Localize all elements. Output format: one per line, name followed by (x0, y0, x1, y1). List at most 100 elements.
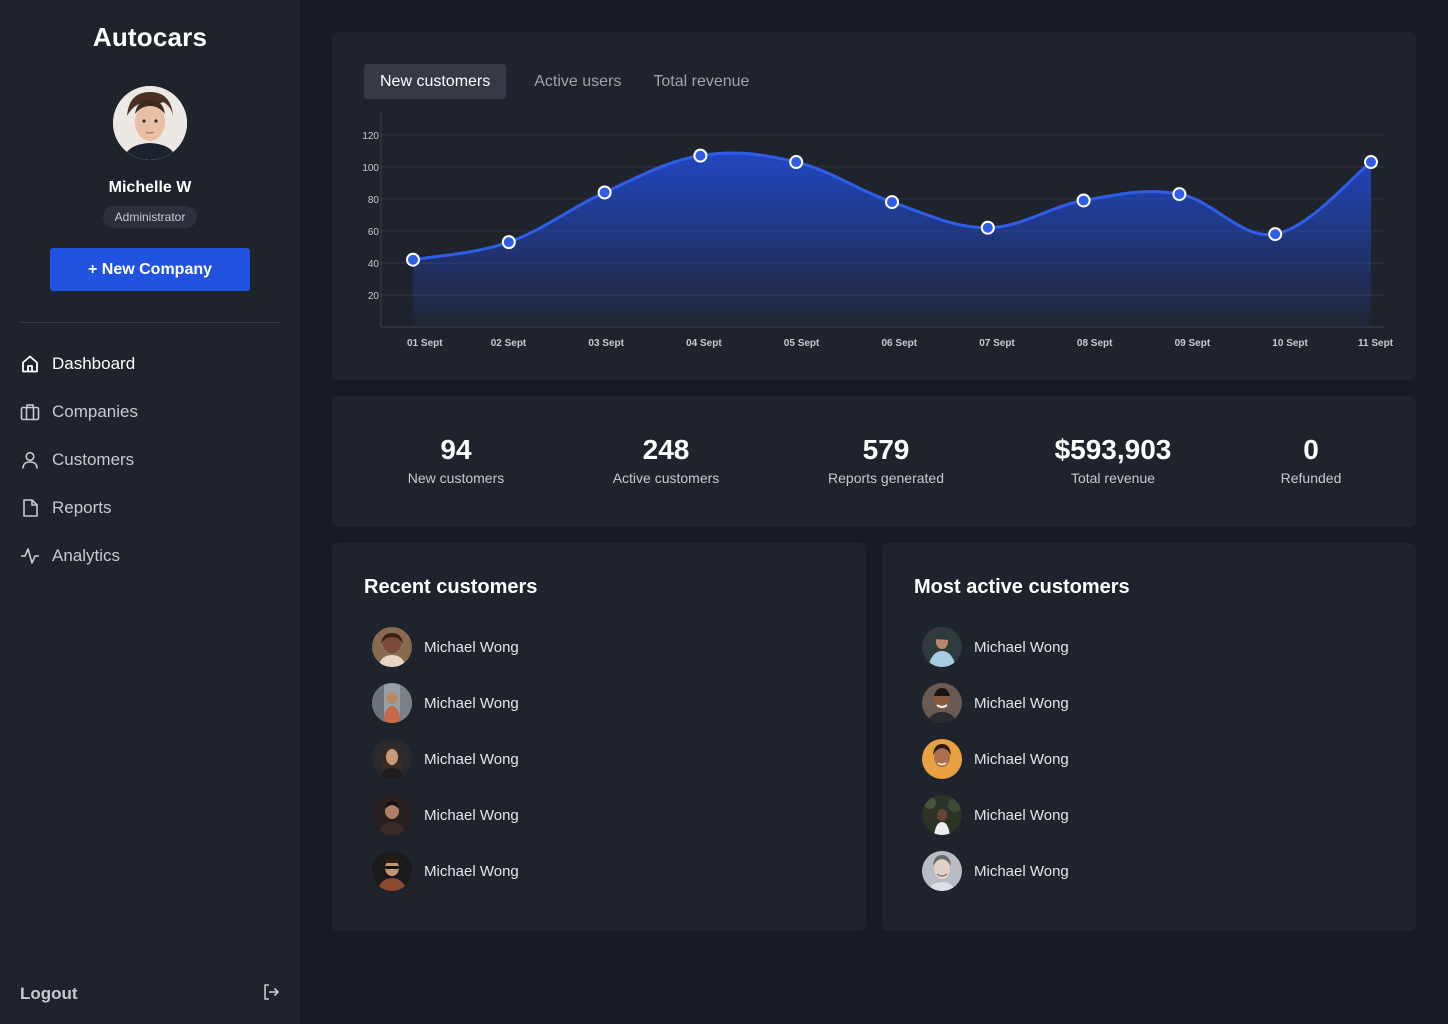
data-point (501, 235, 516, 250)
avatar (922, 627, 962, 667)
nav-label: Dashboard (52, 354, 136, 373)
brand-logo: Autocars (92, 22, 208, 52)
nav-item-companies[interactable]: Companies (20, 392, 280, 432)
nav-item-customers[interactable]: Customers (20, 440, 280, 480)
y-tick-label: 80 (368, 195, 380, 206)
chart-tabs: New customers Active users Total revenue (364, 64, 765, 99)
data-point (1364, 155, 1378, 170)
sidebar-divider (20, 322, 280, 323)
customer-name: Michael Wong (424, 862, 519, 880)
x-tick-label: 08 Sept (1077, 338, 1113, 349)
stat-label: Active customers (612, 470, 720, 486)
stat-active-customers: 248 Active customers (556, 434, 776, 486)
y-tick-label: 60 (368, 227, 380, 238)
list-item[interactable]: Michael Wong (922, 739, 1069, 779)
customer-name: Michael Wong (974, 694, 1069, 712)
customer-name: Michael Wong (424, 750, 519, 768)
stat-label: Reports generated (828, 470, 944, 486)
nav-label: Customers (52, 450, 135, 469)
list-item[interactable]: Michael Wong (372, 851, 519, 891)
tab-total-revenue[interactable]: Total revenue (653, 73, 750, 90)
avatar (922, 851, 962, 891)
data-point (1172, 187, 1187, 202)
y-tick-label: 20 (368, 291, 380, 302)
nav-item-dashboard[interactable]: Dashboard (20, 344, 280, 384)
x-tick-label: 11 Sept (1358, 338, 1394, 349)
data-point (597, 185, 612, 200)
stat-refunded: 0 Refunded (1201, 434, 1421, 486)
stat-value: 579 (862, 434, 910, 465)
stat-new-customers: 94 New customers (346, 434, 566, 486)
stat-total-revenue: $593,903 Total revenue (1003, 434, 1223, 486)
nav-label: Companies (52, 402, 138, 421)
file-icon (20, 498, 40, 518)
list-item[interactable]: Michael Wong (372, 739, 519, 779)
stat-value: 0 (1303, 434, 1319, 465)
recent-customers-list: Michael Wong Michael Wong Michael Wong M… (372, 627, 519, 907)
data-point (885, 195, 899, 210)
logout-label: Logout (20, 984, 78, 1003)
recent-customers-card: Recent customers Michael Wong Michael Wo… (332, 543, 866, 931)
customer-name: Michael Wong (424, 806, 519, 824)
user-icon (20, 450, 40, 470)
active-customers-title: Most active customers (914, 576, 1130, 598)
user-avatar[interactable] (113, 86, 187, 160)
new-customers-chart: 20 40 60 80 100 120 01 Sept 02 Sept 03 Sept 04 Se… (362, 112, 1394, 349)
x-tick-label: 07 Sept (979, 338, 1015, 349)
customer-name: Michael Wong (424, 694, 519, 712)
new-company-button[interactable]: + New Company (50, 248, 250, 291)
logout-button[interactable]: Logout (20, 982, 280, 1006)
stat-label: New customers (407, 470, 505, 486)
activity-icon (20, 546, 40, 566)
x-tick-label: 06 Sept (882, 338, 918, 349)
data-point (406, 252, 420, 267)
recent-customers-title: Recent customers (364, 576, 538, 598)
logout-icon (262, 983, 280, 1006)
list-item[interactable]: Michael Wong (372, 683, 519, 723)
data-point (789, 155, 804, 170)
y-tick-label: 40 (368, 259, 380, 270)
nav-label: Analytics (52, 546, 121, 565)
series-area (413, 153, 1371, 327)
chart-card: 20 40 60 80 100 120 01 Sept 02 Sept 03 Sept 04 Se… (332, 32, 1416, 380)
list-item[interactable]: Michael Wong (922, 851, 1069, 891)
nav-item-analytics[interactable]: Analytics (20, 536, 280, 576)
role-badge: Administrator (103, 206, 197, 228)
customer-name: Michael Wong (974, 750, 1069, 768)
avatar (922, 795, 962, 835)
tab-active-users[interactable]: Active users (534, 73, 622, 90)
nav-item-reports[interactable]: Reports (20, 488, 280, 528)
sidebar-nav: Dashboard Companies Customers (20, 344, 280, 584)
active-customers-card: Most active customers Michael Wong Micha… (882, 543, 1416, 931)
user-name: Michelle W (108, 179, 192, 196)
y-tick-label: 100 (362, 163, 379, 174)
avatar (372, 683, 412, 723)
avatar (922, 739, 962, 779)
x-tick-label: 05 Sept (784, 338, 820, 349)
list-item[interactable]: Michael Wong (372, 627, 519, 667)
x-tick-label: 01 Sept (407, 338, 443, 349)
avatar (372, 795, 412, 835)
list-item[interactable]: Michael Wong (922, 795, 1069, 835)
x-tick-label: 04 Sept (686, 338, 722, 349)
customer-name: Michael Wong (424, 638, 519, 656)
data-point (1076, 193, 1091, 208)
x-tick-label: 09 Sept (1175, 338, 1211, 349)
stat-value: 248 (642, 434, 690, 465)
avatar (372, 627, 412, 667)
stat-value: 94 (440, 434, 472, 465)
x-tick-label: 10 Sept (1272, 338, 1308, 349)
data-point (1268, 227, 1283, 242)
avatar (372, 851, 412, 891)
list-item[interactable]: Michael Wong (922, 683, 1069, 723)
data-point (693, 148, 708, 163)
avatar (372, 739, 412, 779)
active-customers-list: Michael Wong Michael Wong Michael Wong M… (922, 627, 1069, 907)
list-item[interactable]: Michael Wong (372, 795, 519, 835)
avatar (922, 683, 962, 723)
stat-value: $593,903 (1054, 434, 1172, 465)
nav-label: Reports (52, 498, 112, 517)
stat-label: Refunded (1280, 470, 1342, 486)
list-item[interactable]: Michael Wong (922, 627, 1069, 667)
tab-new-customers[interactable]: New customers (364, 64, 507, 99)
